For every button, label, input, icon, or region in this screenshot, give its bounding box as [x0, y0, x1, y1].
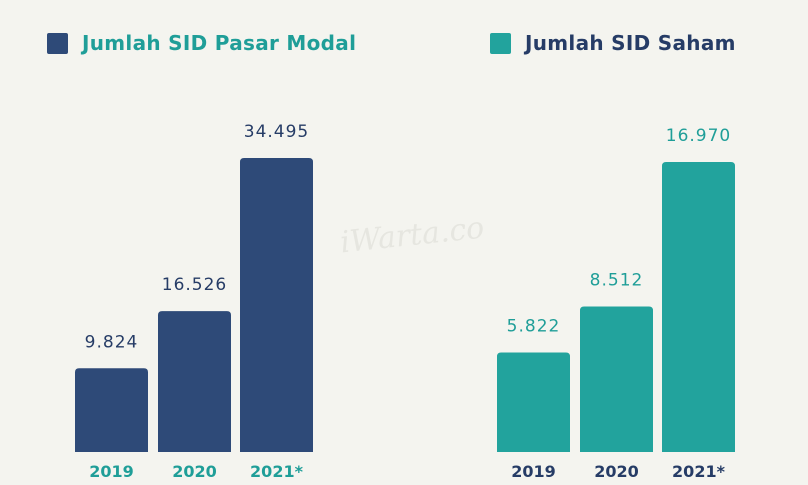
legend-swatch-teal — [490, 32, 511, 54]
legend-label-pasar-modal: Jumlah SID Pasar Modal — [82, 31, 357, 55]
bar-pasar-modal-2020 — [158, 311, 231, 452]
category-label: 2019 — [89, 462, 134, 481]
legend-label-saham: Jumlah SID Saham — [525, 31, 736, 55]
value-label: 5.822 — [507, 317, 561, 337]
bar-saham-2019 — [497, 352, 570, 452]
legend-saham: Jumlah SID Saham — [490, 31, 736, 55]
category-label: 2020 — [594, 462, 639, 481]
value-label: 9.824 — [85, 332, 139, 352]
value-label: 16.526 — [162, 275, 227, 295]
bar-pasar-modal-2021 — [240, 158, 313, 452]
bar-saham-2021 — [662, 162, 735, 452]
category-label: 2019 — [511, 462, 556, 481]
legend-swatch-navy — [47, 32, 68, 54]
value-label: 16.970 — [666, 126, 731, 146]
category-label: 2021* — [672, 462, 726, 481]
category-label: 2020 — [172, 462, 217, 481]
bar-saham-2020 — [580, 306, 653, 452]
legend-pasar-modal: Jumlah SID Pasar Modal — [47, 31, 356, 55]
category-label: 2021* — [250, 462, 304, 481]
value-label: 34.495 — [244, 122, 309, 142]
bar-pasar-modal-2019 — [75, 368, 148, 452]
value-label: 8.512 — [590, 271, 644, 291]
